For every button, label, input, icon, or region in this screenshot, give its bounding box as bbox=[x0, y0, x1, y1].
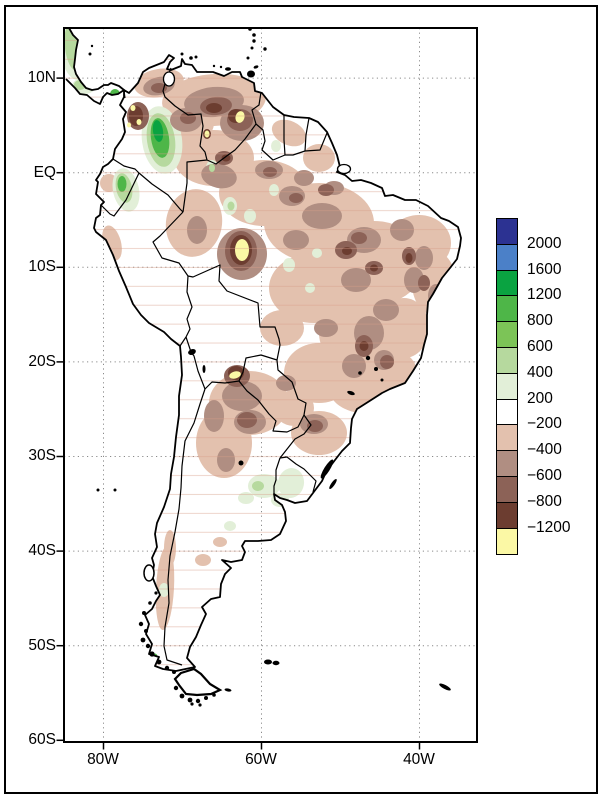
plot-frame bbox=[63, 27, 478, 743]
lon-tick-label: 60W bbox=[245, 751, 277, 768]
lat-tick-label: 20S bbox=[28, 353, 56, 370]
patos-lagoon bbox=[320, 459, 334, 479]
colorbar-cell bbox=[496, 321, 518, 349]
colorbar-cell bbox=[496, 501, 518, 529]
colorbar-cell bbox=[496, 218, 518, 246]
colorbar-cell bbox=[496, 346, 518, 375]
colorbar-tick-label: −1200 bbox=[527, 519, 571, 536]
islands-and-lakes bbox=[88, 27, 451, 707]
colorbar-tick-label: −400 bbox=[527, 441, 562, 458]
colorbar-tick-label: 2000 bbox=[527, 235, 562, 252]
marajo-island bbox=[336, 163, 352, 175]
chiloe-island bbox=[143, 564, 155, 582]
lat-tick-label: 60S bbox=[28, 731, 56, 748]
colorbar-cell bbox=[496, 243, 518, 271]
colorbar-cell bbox=[496, 475, 518, 504]
lat-tick-label: EQ bbox=[33, 164, 56, 181]
faint-lat-lines bbox=[64, 28, 461, 671]
colorbar-tick-label: 200 bbox=[527, 390, 553, 407]
anomaly-field bbox=[64, 28, 461, 671]
colorbar-cell bbox=[496, 372, 518, 400]
colorbar-tick-label: −200 bbox=[527, 415, 562, 432]
colorbar-cell bbox=[496, 398, 518, 426]
colorbar-tick-label: 600 bbox=[527, 338, 553, 355]
colorbar-tick-label: −600 bbox=[527, 467, 562, 484]
colorbar-tick-label: 1600 bbox=[527, 261, 562, 278]
lat-tick-label: 10S bbox=[28, 258, 56, 275]
colorbar-cell bbox=[496, 269, 518, 297]
tierra-del-fuego bbox=[173, 667, 223, 697]
lake-maracaibo bbox=[162, 71, 176, 87]
lake-titicaca bbox=[188, 349, 196, 355]
country-borders bbox=[100, 67, 328, 694]
lat-tick-label: 30S bbox=[28, 447, 56, 464]
colorbar-cell bbox=[496, 424, 518, 452]
small-islands bbox=[88, 27, 451, 707]
colorbar-tick-label: 1200 bbox=[527, 286, 562, 303]
axis-ticks bbox=[56, 77, 421, 750]
colorbar-cell bbox=[496, 450, 518, 478]
colorbar-tick-label: 400 bbox=[527, 364, 553, 381]
lon-tick-label: 80W bbox=[87, 751, 119, 768]
figure-border bbox=[4, 5, 598, 794]
colorbar-cell bbox=[496, 295, 518, 323]
map-area bbox=[64, 27, 477, 742]
colorbar bbox=[496, 218, 518, 555]
lat-tick-label: 50S bbox=[28, 637, 56, 654]
colorbar-tick-label: −800 bbox=[527, 493, 562, 510]
lat-tick-label: 10N bbox=[27, 69, 56, 86]
lat-tick-label: 40S bbox=[28, 542, 56, 559]
colorbar-cell bbox=[496, 527, 518, 555]
lon-tick-label: 40W bbox=[403, 751, 435, 768]
colorbar-tick-label: 800 bbox=[527, 312, 553, 329]
coastline bbox=[65, 27, 462, 672]
